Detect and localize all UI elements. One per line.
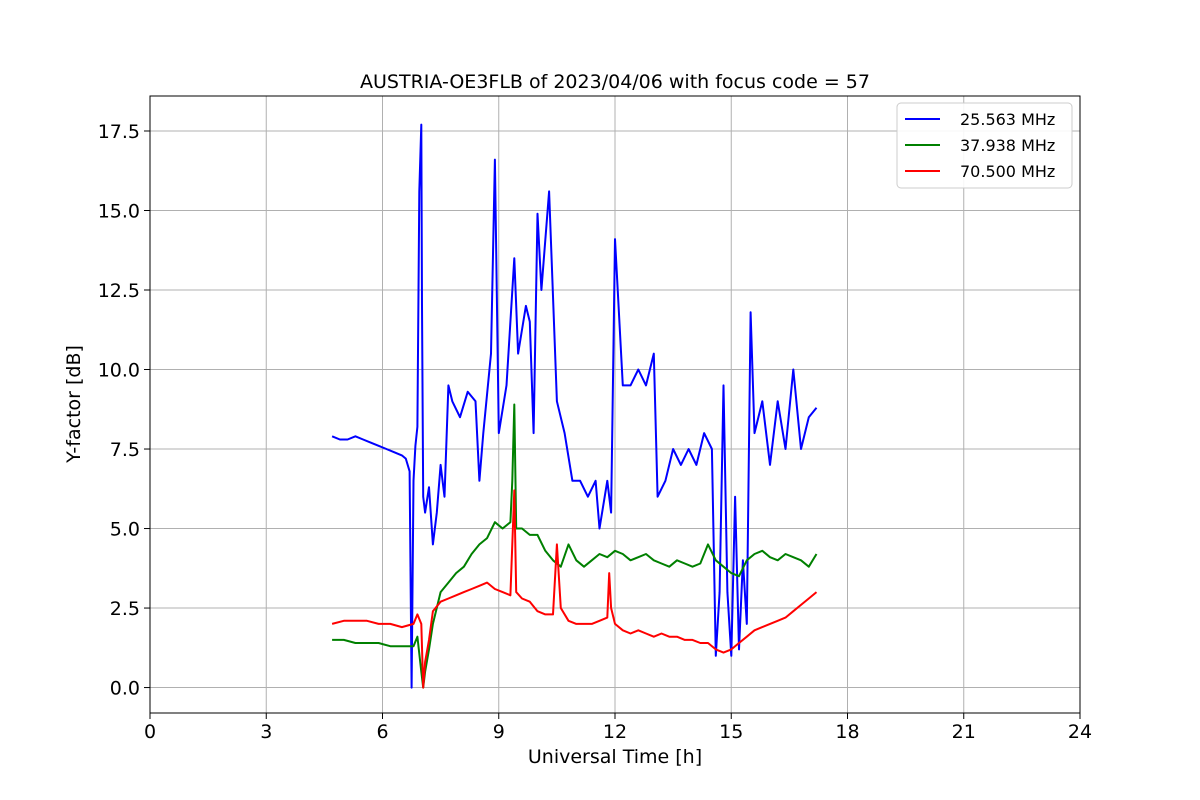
x-tick-label: 9 xyxy=(493,721,505,743)
x-tick-label: 15 xyxy=(719,721,743,743)
x-tick-label: 12 xyxy=(603,721,627,743)
x-tick-label: 3 xyxy=(260,721,272,743)
x-tick-label: 18 xyxy=(835,721,859,743)
x-tick-label: 6 xyxy=(376,721,388,743)
legend-entry: 37.938 MHz xyxy=(960,136,1055,155)
series-line-70-500-mhz xyxy=(331,489,818,689)
y-tick-label: 0.0 xyxy=(110,678,140,700)
series-line-25-563-mhz xyxy=(331,123,818,689)
y-axis-label: Y-factor [dB] xyxy=(63,345,85,464)
legend: 25.563 MHz 37.938 MHz 70.500 MHz xyxy=(896,102,1073,189)
x-tick-label: 21 xyxy=(952,721,976,743)
x-tick-label: 24 xyxy=(1068,721,1092,743)
tick-layer: 0 3 6 9 12 15 18 21 24 0.0 2.5 5.0 7.5 10.0 12.5 15.0 17… xyxy=(98,121,1092,743)
y-tick-label: 10.0 xyxy=(98,360,140,382)
legend-frame xyxy=(896,102,1073,189)
x-tick-label: 0 xyxy=(144,721,156,743)
y-tick-label: 17.5 xyxy=(98,121,140,143)
y-tick-label: 12.5 xyxy=(98,280,140,302)
legend-entry: 25.563 MHz xyxy=(960,110,1055,129)
y-tick-label: 15.0 xyxy=(98,200,140,222)
x-axis-label: Universal Time [h] xyxy=(528,746,702,768)
y-tick-label: 2.5 xyxy=(110,598,140,620)
y-tick-label: 7.5 xyxy=(110,439,140,461)
series-layer xyxy=(331,123,818,689)
chart-title: AUSTRIA-OE3FLB of 2023/04/06 with focus … xyxy=(360,71,870,93)
legend-entry: 70.500 MHz xyxy=(960,162,1055,181)
y-tick-label: 5.0 xyxy=(110,519,140,541)
